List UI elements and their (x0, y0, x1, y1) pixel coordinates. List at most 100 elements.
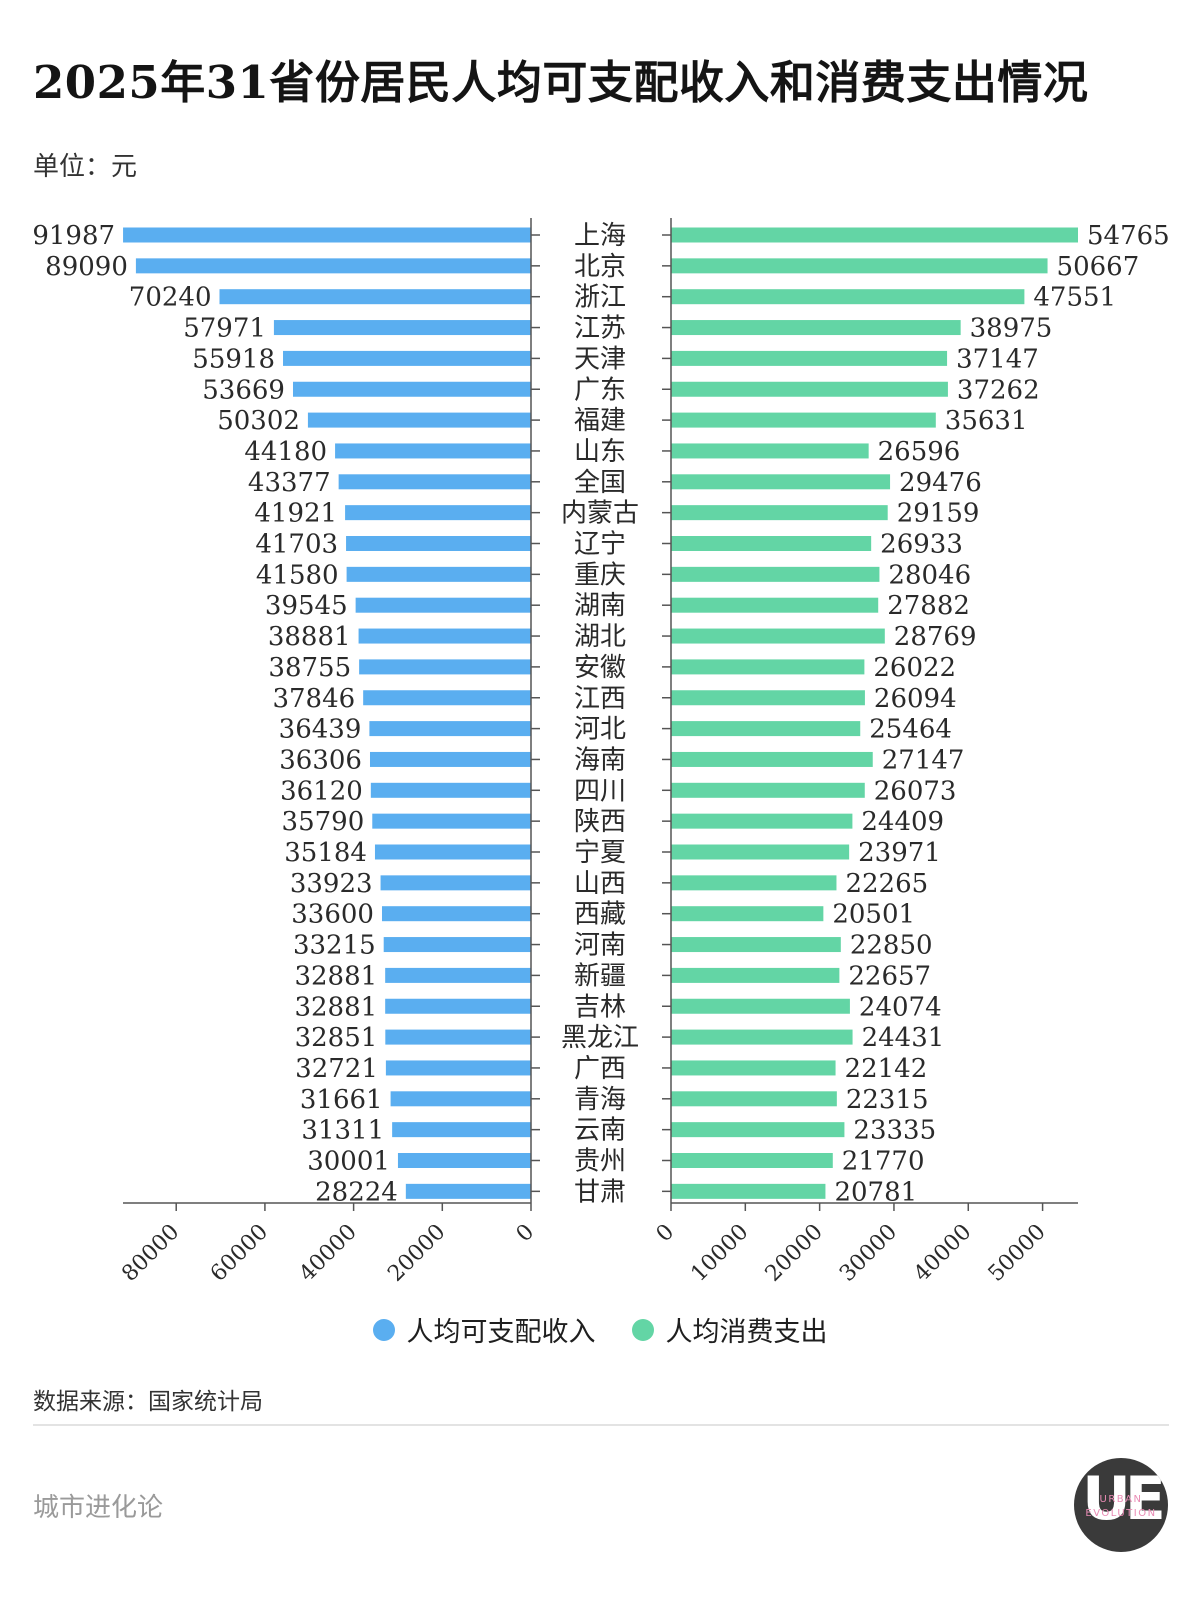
category-label: 河南 (574, 931, 626, 961)
consumption-bar (671, 659, 865, 675)
income-value-label: 31311 (301, 1116, 384, 1146)
income-value-label: 57971 (183, 314, 266, 344)
income-value-label: 35790 (282, 807, 365, 837)
consumption-bar (671, 381, 948, 397)
income-bar (385, 967, 531, 983)
income-value-label: 44180 (244, 437, 327, 467)
right-x-tick-label: 10000 (686, 1220, 753, 1287)
consumption-value-label: 21770 (842, 1147, 925, 1177)
income-value-label: 50302 (217, 406, 300, 436)
income-bar (392, 1122, 531, 1138)
legend-item-consumption[interactable]: 人均消费支出 (631, 1310, 828, 1349)
right-x-tick-label: 30000 (835, 1220, 902, 1287)
income-bar (273, 320, 531, 336)
consumption-bar (671, 967, 840, 983)
income-bar (335, 443, 531, 459)
income-bar (346, 566, 531, 582)
brand-logo: UE URBAN EVOLUTION (1074, 1458, 1168, 1552)
income-bar (307, 412, 531, 428)
category-label: 海南 (574, 745, 626, 775)
category-label: 江西 (574, 684, 626, 714)
consumption-bar (671, 937, 841, 953)
income-value-label: 38755 (268, 653, 351, 683)
income-value-label: 32881 (294, 992, 377, 1022)
income-value-label: 32851 (295, 1023, 378, 1053)
income-bar (363, 690, 531, 706)
consumption-bar (671, 628, 885, 644)
category-label: 宁夏 (574, 838, 626, 868)
consumption-value-label: 38975 (970, 314, 1053, 344)
consumption-bar (671, 227, 1078, 243)
income-value-label: 55918 (192, 344, 275, 374)
consumption-value-label: 20501 (832, 900, 915, 930)
income-value-label: 35184 (284, 838, 367, 868)
category-label: 湖北 (574, 622, 626, 652)
consumption-bar (671, 258, 1048, 274)
category-labels: 上海北京浙江江苏天津广东福建山东全国内蒙古辽宁重庆湖南湖北安徽江西河北海南四川陕… (561, 221, 639, 1207)
income-value-label: 33600 (291, 900, 374, 930)
chart-title: 2025年31省份居民人均可支配收入和消费支出情况 (33, 56, 1089, 109)
income-bar (405, 1183, 531, 1199)
income-value-label: 36439 (279, 715, 362, 745)
consumption-bar (671, 782, 865, 798)
consumption-bar (671, 566, 880, 582)
category-label: 新疆 (574, 961, 626, 991)
income-value-label: 41580 (256, 560, 339, 590)
consumption-bar (671, 844, 850, 860)
income-bar (380, 875, 531, 891)
income-bar (358, 628, 531, 644)
category-label: 广东 (574, 375, 626, 405)
income-bar (381, 906, 531, 922)
legend-dot-income (372, 1318, 395, 1341)
consumption-bar (671, 813, 853, 829)
consumption-value-label: 22315 (846, 1085, 929, 1115)
right-x-tick-label: 20000 (761, 1220, 828, 1287)
consumption-bar (671, 443, 869, 459)
category-label: 安徽 (574, 653, 626, 683)
right-x-tick-label: 50000 (984, 1220, 1051, 1287)
income-value-label: 33923 (290, 869, 373, 899)
income-value-label: 31661 (300, 1085, 383, 1115)
income-value-label: 41921 (254, 499, 337, 529)
income-value-label: 91987 (32, 221, 115, 251)
income-bar (369, 721, 531, 737)
category-label: 陕西 (574, 807, 626, 837)
consumption-bar (671, 320, 961, 336)
income-value-label: 36306 (279, 745, 362, 775)
source-note: 数据来源：国家统计局 (33, 1389, 263, 1415)
unit-label: 单位：元 (33, 152, 138, 182)
consumption-value-label: 23971 (858, 838, 941, 868)
income-bar (346, 536, 531, 551)
income-bar (135, 258, 531, 274)
brand-name: 城市进化论 (33, 1493, 164, 1523)
consumption-value-label: 22142 (845, 1054, 928, 1084)
income-bar (123, 227, 532, 243)
consumption-value-label: 24431 (862, 1023, 945, 1053)
consumption-bar (671, 1183, 826, 1199)
category-label: 全国 (574, 468, 626, 498)
consumption-value-label: 28769 (894, 622, 977, 652)
category-label: 云南 (574, 1116, 626, 1146)
consumption-bar (671, 690, 865, 706)
legend-item-income[interactable]: 人均可支配收入 (372, 1310, 596, 1349)
legend-dot-consumption (631, 1318, 654, 1341)
category-label: 甘肃 (574, 1177, 626, 1207)
category-label: 福建 (574, 406, 626, 436)
logo-line1: URBAN (1099, 1494, 1143, 1505)
category-label: 广西 (574, 1054, 626, 1084)
category-label: 江苏 (574, 314, 626, 344)
footer-divider (33, 1424, 1169, 1426)
consumption-value-label: 27882 (887, 591, 970, 621)
consumption-value-label: 26933 (880, 530, 963, 560)
income-value-label: 43377 (248, 468, 331, 498)
category-label: 湖南 (574, 591, 626, 621)
consumption-bar (671, 1060, 836, 1076)
consumption-value-label: 28046 (888, 560, 971, 590)
consumption-bar (671, 751, 873, 767)
consumption-bar (671, 998, 850, 1014)
left-x-tick-label: 0 (512, 1220, 540, 1248)
income-bar (385, 1060, 531, 1076)
income-bar (369, 751, 531, 767)
consumption-bar (671, 1153, 833, 1168)
right-x-tick-label: 40000 (909, 1220, 976, 1287)
